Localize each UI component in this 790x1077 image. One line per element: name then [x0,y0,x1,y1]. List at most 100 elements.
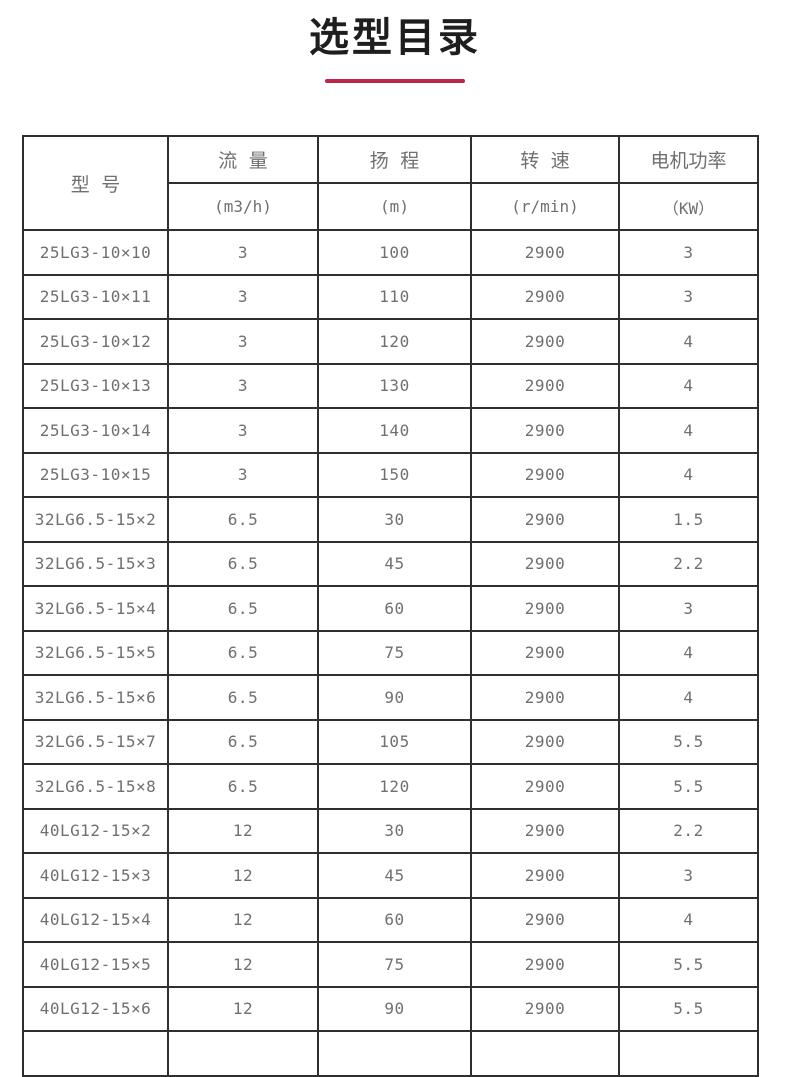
table-row: 40LG12-15×5 12 75 2900 5.5 [22,941,759,988]
table-row: 32LG6.5-15×4 6.5 60 2900 3 [22,585,759,632]
speed-cell: 2900 [470,362,620,409]
head-cell: 100 [317,229,472,276]
power-cell: 5.5 [618,763,759,810]
model-cell: 32LG6.5-15×8 [22,763,169,810]
flow-cell: 3 [167,318,319,365]
table-row: 32LG6.5-15×7 6.5 105 2900 5.5 [22,718,759,765]
model-cell: 40LG12-15×4 [22,896,169,943]
speed-cell: 2900 [470,273,620,320]
table-row: 32LG6.5-15×6 6.5 90 2900 4 [22,674,759,721]
speed-column-header: 转 速 [470,135,620,184]
head-cell: 45 [317,852,472,899]
model-cell: 32LG6.5-15×6 [22,674,169,721]
power-cell: 5.5 [618,985,759,1032]
table-row: 25LG3-10×13 3 130 2900 4 [22,362,759,409]
power-cell: 3 [618,852,759,899]
flow-cell: 6.5 [167,629,319,676]
speed-cell: 2900 [470,896,620,943]
power-cell: 4 [618,318,759,365]
table-row: 40LG12-15×6 12 90 2900 5.5 [22,985,759,1032]
power-cell: 3 [618,585,759,632]
flow-cell: 12 [167,985,319,1032]
table-row: 32LG6.5-15×5 6.5 75 2900 4 [22,629,759,676]
head-cell: 90 [317,674,472,721]
flow-cell: 12 [167,852,319,899]
flow-cell: 3 [167,362,319,409]
flow-cell: 3 [167,229,319,276]
power-cell: 3 [618,273,759,320]
empty-cell [167,1030,319,1077]
power-cell: 4 [618,451,759,498]
speed-cell: 2900 [470,407,620,454]
model-cell: 25LG3-10×12 [22,318,169,365]
model-cell: 25LG3-10×13 [22,362,169,409]
page-title: 选型目录 [309,16,481,60]
head-cell: 75 [317,629,472,676]
power-cell: 2.2 [618,540,759,587]
head-cell: 75 [317,941,472,988]
table-row: 40LG12-15×4 12 60 2900 4 [22,896,759,943]
head-cell: 60 [317,585,472,632]
power-column-header: 电机功率 [618,135,759,184]
flow-cell: 12 [167,807,319,854]
head-column-header: 扬 程 [317,135,472,184]
model-cell: 25LG3-10×14 [22,407,169,454]
model-cell: 25LG3-10×15 [22,451,169,498]
head-cell: 120 [317,318,472,365]
speed-cell: 2900 [470,852,620,899]
partial-table-row [22,1030,759,1077]
speed-cell: 2900 [470,807,620,854]
table-row: 25LG3-10×10 3 100 2900 3 [22,229,759,276]
model-column-header: 型 号 [22,135,169,231]
speed-cell: 2900 [470,318,620,365]
flow-cell: 12 [167,896,319,943]
head-unit-header: (m) [317,182,472,231]
table-row: 25LG3-10×14 3 140 2900 4 [22,407,759,454]
flow-cell: 6.5 [167,763,319,810]
head-cell: 120 [317,763,472,810]
speed-cell: 2900 [470,674,620,721]
speed-cell: 2900 [470,496,620,543]
speed-cell: 2900 [470,540,620,587]
model-cell: 32LG6.5-15×3 [22,540,169,587]
head-cell: 105 [317,718,472,765]
power-unit-header: （KW） [618,182,759,231]
table-row: 25LG3-10×15 3 150 2900 4 [22,451,759,498]
table-row: 32LG6.5-15×8 6.5 120 2900 5.5 [22,763,759,810]
power-cell: 4 [618,674,759,721]
power-cell: 4 [618,629,759,676]
head-cell: 90 [317,985,472,1032]
model-cell: 40LG12-15×3 [22,852,169,899]
head-cell: 140 [317,407,472,454]
empty-cell [317,1030,472,1077]
speed-cell: 2900 [470,629,620,676]
header-label-row: 型 号 流 量 扬 程 转 速 电机功率 [22,135,759,231]
head-cell: 60 [317,896,472,943]
model-cell: 40LG12-15×6 [22,985,169,1032]
empty-cell [22,1030,169,1077]
table-row: 40LG12-15×2 12 30 2900 2.2 [22,807,759,854]
table-row: 25LG3-10×12 3 120 2900 4 [22,318,759,365]
table-row: 32LG6.5-15×3 6.5 45 2900 2.2 [22,540,759,587]
header-unit-row: (m3/h) (m) (r/min) （KW） [23,182,759,231]
model-cell: 40LG12-15×5 [22,941,169,988]
speed-cell: 2900 [470,451,620,498]
model-cell: 32LG6.5-15×7 [22,718,169,765]
power-cell: 4 [618,896,759,943]
power-cell: 4 [618,362,759,409]
model-cell: 32LG6.5-15×4 [22,585,169,632]
table-row: 40LG12-15×3 12 45 2900 3 [22,852,759,899]
speed-cell: 2900 [470,585,620,632]
head-cell: 30 [317,807,472,854]
model-cell: 25LG3-10×11 [22,273,169,320]
head-cell: 30 [317,496,472,543]
head-cell: 45 [317,540,472,587]
model-cell: 40LG12-15×2 [22,807,169,854]
speed-unit-header: (r/min) [470,182,620,231]
model-cell: 32LG6.5-15×2 [22,496,169,543]
power-cell: 4 [618,407,759,454]
flow-cell: 6.5 [167,540,319,587]
selection-catalog-table: 型 号 流 量 扬 程 转 速 电机功率 (m3/h) (m) (r/min) … [22,135,759,1077]
flow-cell: 6.5 [167,496,319,543]
empty-cell [470,1030,620,1077]
